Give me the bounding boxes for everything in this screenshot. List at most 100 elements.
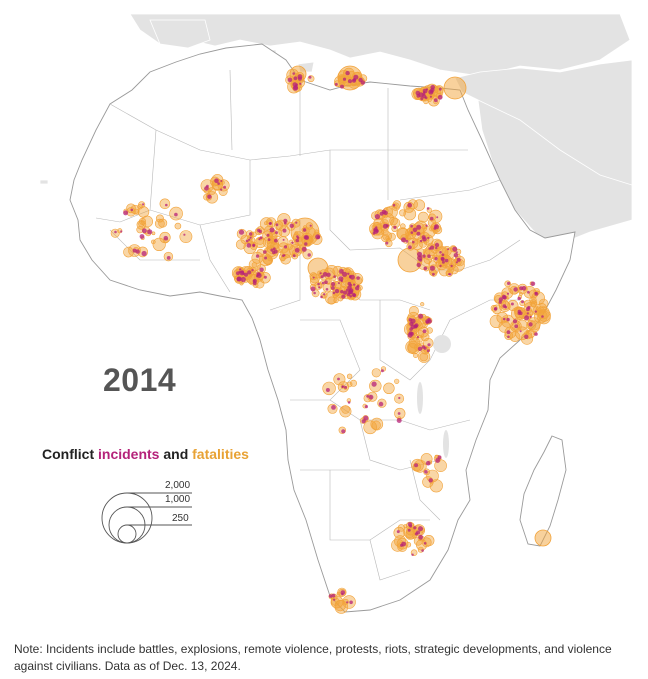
incident-marker	[432, 272, 435, 276]
incident-marker	[204, 186, 209, 191]
fatality-marker	[327, 296, 336, 305]
incident-marker	[332, 291, 336, 295]
incident-marker	[409, 524, 413, 528]
footnote: Note: Incidents include battles, explosi…	[14, 642, 612, 673]
incident-marker	[317, 235, 320, 239]
incident-marker	[414, 532, 418, 536]
incident-marker	[428, 478, 433, 483]
incident-marker	[430, 245, 435, 250]
incident-marker	[524, 334, 529, 339]
incident-marker	[541, 315, 544, 318]
fatality-marker	[383, 382, 395, 394]
incident-marker	[414, 324, 418, 328]
fatality-marker	[397, 524, 406, 532]
incident-marker	[416, 224, 422, 230]
incident-marker	[372, 231, 376, 235]
incident-marker	[323, 293, 326, 296]
incident-marker	[380, 369, 384, 373]
incident-marker	[266, 233, 270, 237]
country-borders	[95, 69, 521, 581]
incident-marker	[292, 72, 296, 75]
incident-marker	[429, 95, 432, 98]
africa-conflict-map	[39, 13, 633, 614]
incident-marker	[293, 85, 299, 90]
incident-marker	[418, 534, 424, 540]
incident-marker	[423, 266, 428, 271]
incident-marker	[114, 230, 117, 234]
fatality-marker	[349, 379, 357, 387]
fatality-marker	[538, 308, 551, 322]
incident-marker	[456, 257, 461, 262]
incident-marker	[207, 194, 212, 199]
incident-marker	[331, 282, 336, 287]
fatality-marker	[341, 405, 350, 414]
incident-marker	[252, 244, 256, 248]
legend-label-250: 250	[172, 513, 189, 524]
incident-marker	[322, 272, 328, 277]
incident-marker	[425, 224, 428, 227]
incident-marker	[422, 94, 427, 99]
incident-marker	[302, 228, 307, 232]
incident-marker	[434, 242, 440, 248]
incident-marker	[165, 203, 168, 207]
fatality-marker	[429, 479, 443, 493]
incident-marker	[441, 253, 445, 257]
incident-marker	[240, 276, 246, 283]
incident-marker	[397, 412, 401, 415]
incident-marker	[519, 286, 523, 291]
incident-marker	[142, 203, 145, 206]
incident-marker	[383, 210, 388, 216]
incident-marker	[238, 229, 245, 235]
fatality-marker	[154, 218, 165, 229]
incident-marker	[435, 246, 438, 250]
fatality-marker	[370, 417, 384, 431]
incident-marker	[498, 297, 503, 302]
legend-label-1000: 1,000	[165, 494, 191, 505]
fatality-marker	[382, 231, 393, 241]
incident-marker	[295, 238, 300, 243]
incident-marker	[408, 318, 413, 322]
fatality-marker	[489, 314, 503, 329]
incident-marker	[317, 282, 320, 286]
incident-marker	[132, 248, 137, 253]
incident-marker	[521, 300, 524, 304]
incident-marker	[283, 245, 288, 249]
legend-scale	[101, 492, 192, 544]
incident-marker	[416, 231, 421, 236]
incident-marker	[434, 224, 439, 230]
incident-marker	[321, 281, 325, 285]
incident-marker	[299, 82, 302, 86]
incident-markers	[114, 70, 544, 605]
canary-islands	[39, 179, 49, 185]
fatality-marker	[290, 217, 320, 247]
incident-marker	[337, 282, 340, 285]
incident-marker	[304, 242, 308, 246]
incident-marker	[498, 300, 502, 304]
fatality-marker	[407, 342, 418, 353]
incident-marker	[349, 600, 353, 605]
fatality-marker	[423, 98, 429, 105]
incident-marker	[417, 346, 423, 351]
incident-marker	[346, 601, 349, 604]
incident-marker	[325, 288, 329, 291]
incident-marker	[223, 185, 227, 189]
incident-marker	[264, 256, 268, 260]
fatality-marker	[394, 378, 400, 384]
incident-marker	[331, 286, 335, 290]
fatality-marker	[342, 595, 356, 609]
fatality-marker	[371, 420, 381, 430]
incident-marker	[342, 77, 347, 81]
incident-marker	[349, 295, 353, 298]
incident-marker	[353, 74, 359, 80]
incident-marker	[422, 88, 428, 94]
incident-marker	[400, 543, 404, 547]
incident-marker	[319, 272, 322, 275]
incident-marker	[526, 312, 529, 315]
incident-marker	[412, 227, 418, 233]
incident-marker	[287, 77, 293, 83]
incident-marker	[435, 458, 440, 463]
incident-marker	[141, 250, 147, 257]
lake-victoria	[433, 335, 451, 353]
incident-marker	[413, 526, 417, 530]
incident-marker	[501, 294, 507, 300]
